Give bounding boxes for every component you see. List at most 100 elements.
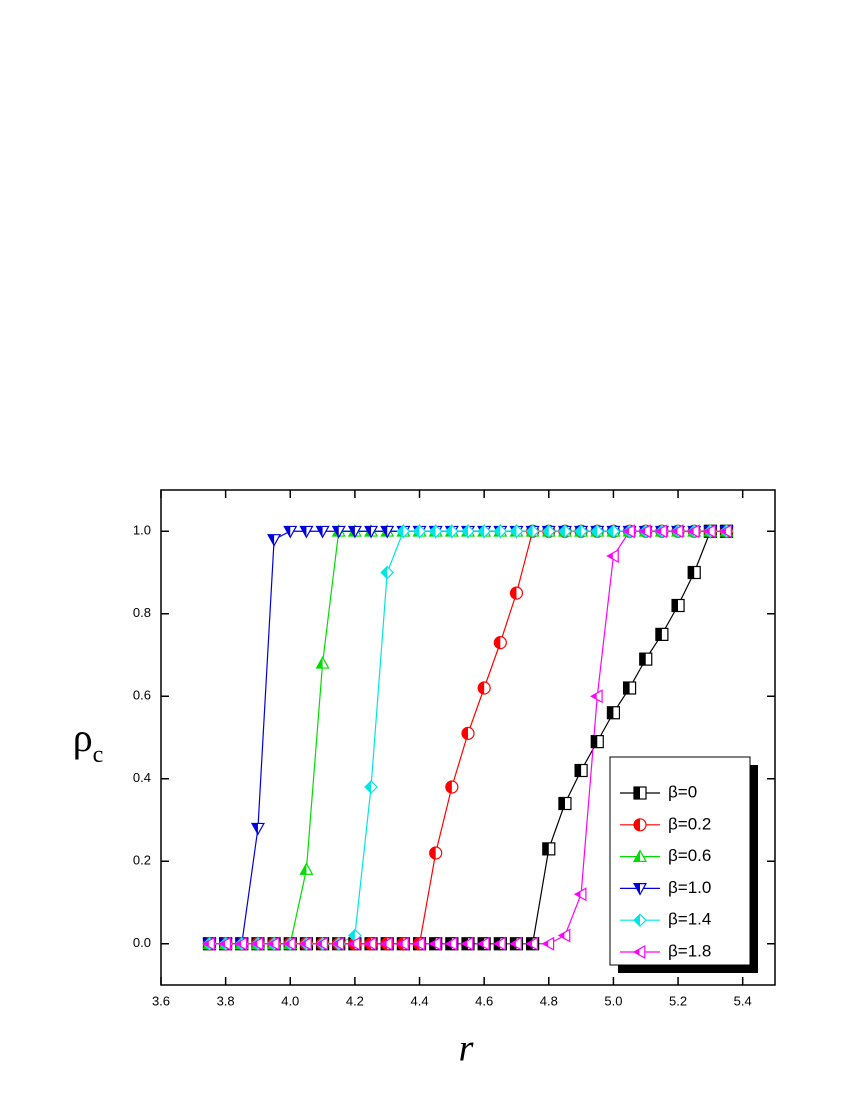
marker-half <box>672 599 679 612</box>
marker-outline <box>234 936 248 951</box>
marker-outline <box>428 936 442 951</box>
marker <box>622 524 635 539</box>
x-tick-label: 4.8 <box>540 993 558 1008</box>
marker-outline <box>299 525 314 539</box>
marker-outline <box>632 849 648 863</box>
marker-half <box>300 940 306 947</box>
marker <box>686 524 700 539</box>
y-tick-label: 0.2 <box>133 853 151 868</box>
marker <box>299 862 314 875</box>
marker-half <box>526 940 533 947</box>
marker-half <box>639 653 646 666</box>
y-tick-label: 0.6 <box>133 688 151 703</box>
marker-half <box>365 940 371 947</box>
marker-outline <box>509 936 522 951</box>
marker-half <box>655 528 662 535</box>
marker-outline <box>412 524 427 539</box>
marker-half <box>672 528 678 535</box>
marker-outline <box>574 524 588 539</box>
marker-outline <box>461 726 475 740</box>
marker-half <box>429 940 436 947</box>
marker <box>590 524 605 539</box>
marker-bg <box>526 937 538 950</box>
marker-half <box>478 940 484 947</box>
legend-marker <box>633 786 647 800</box>
marker-outline <box>541 524 556 539</box>
marker-half <box>494 636 501 649</box>
marker <box>493 936 506 951</box>
marker <box>283 936 296 951</box>
marker-half <box>510 587 517 600</box>
marker-outline <box>606 706 621 720</box>
marker-outline <box>412 936 425 951</box>
marker-outline <box>476 936 490 951</box>
y-tick-label: 0.8 <box>133 605 151 620</box>
legend-marker <box>632 882 648 896</box>
marker <box>267 534 282 547</box>
marker-outline <box>590 735 604 749</box>
marker-outline <box>364 525 379 539</box>
marker-half <box>639 528 646 535</box>
marker-half <box>445 940 452 947</box>
marker-half <box>655 628 662 641</box>
marker-bg <box>591 690 603 703</box>
marker-outline <box>331 525 346 539</box>
marker <box>364 780 378 794</box>
marker-half <box>429 847 436 859</box>
marker-outline <box>202 936 215 951</box>
marker-outline <box>590 689 603 704</box>
marker-bg <box>445 937 457 950</box>
marker-half <box>494 940 500 947</box>
marker <box>477 681 491 695</box>
marker <box>606 548 619 564</box>
marker-outline <box>633 786 647 800</box>
marker <box>493 524 508 539</box>
y-axis-label: ρc <box>73 715 104 767</box>
marker-outline <box>493 936 506 951</box>
marker-half <box>634 787 640 799</box>
marker-half <box>634 818 640 831</box>
marker <box>202 936 215 951</box>
marker <box>638 524 652 539</box>
marker-outline <box>622 524 635 539</box>
marker-outline <box>331 936 345 951</box>
marker <box>558 524 572 539</box>
marker-outline <box>573 887 587 902</box>
marker <box>509 586 524 600</box>
marker <box>509 524 524 539</box>
marker-outline <box>622 681 637 695</box>
legend-label: β=0.2 <box>668 814 711 833</box>
legend-label: β=1.8 <box>668 941 711 960</box>
marker-outline <box>509 524 524 539</box>
marker-half <box>397 525 404 538</box>
marker-outline <box>525 524 540 539</box>
marker-outline <box>477 681 491 695</box>
marker-outline <box>525 936 539 951</box>
y-axis-label-sub: c <box>93 742 104 768</box>
marker <box>396 936 409 951</box>
marker <box>380 565 395 580</box>
y-tick-label: 0.4 <box>133 770 151 785</box>
marker-half <box>591 693 597 700</box>
marker <box>525 524 540 539</box>
marker-half <box>348 940 355 947</box>
marker-outline <box>670 524 684 539</box>
y-tick-label: 0.0 <box>133 935 151 950</box>
marker-outline <box>509 586 524 600</box>
marker <box>719 524 732 539</box>
marker-outline <box>557 928 571 943</box>
marker-outline <box>347 936 361 951</box>
marker-half <box>591 525 598 538</box>
marker <box>266 936 280 951</box>
marker-half <box>591 735 598 748</box>
marker-outline <box>299 862 314 875</box>
marker-bg <box>397 937 409 950</box>
marker-half <box>607 706 614 719</box>
marker <box>477 524 492 539</box>
marker-outline <box>347 525 362 539</box>
marker <box>590 735 604 749</box>
marker <box>412 524 427 539</box>
marker-outline <box>574 763 588 778</box>
marker-outline <box>429 846 443 860</box>
marker <box>476 936 490 951</box>
